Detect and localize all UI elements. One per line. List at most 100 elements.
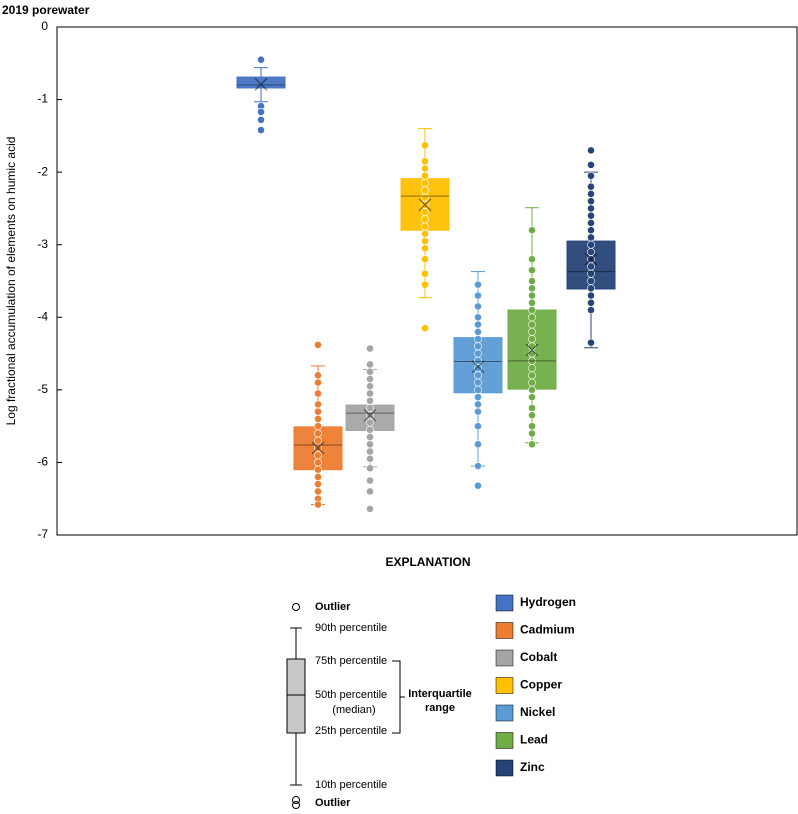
data-point: [528, 298, 536, 307]
data-point: [528, 306, 536, 314]
data-point: [314, 458, 322, 467]
y-tick-label: -2: [37, 164, 48, 178]
data-point: [528, 327, 536, 336]
legend-text: (median): [332, 704, 375, 716]
data-point: [587, 291, 595, 300]
data-point: [528, 404, 536, 412]
data-point: [528, 342, 536, 351]
data-point: [528, 378, 536, 387]
data-point: [366, 418, 374, 427]
data-point: [257, 126, 265, 134]
data-point: [314, 400, 322, 409]
legend-label: Hydrogen: [520, 595, 576, 609]
data-point: [474, 462, 482, 470]
legend-swatch: [495, 704, 514, 722]
data-point: [314, 407, 322, 416]
data-point: [474, 407, 482, 416]
legend-text: 75th percentile: [315, 655, 387, 667]
data-point: [421, 164, 429, 173]
data-point: [587, 146, 595, 155]
data-point: [421, 324, 429, 333]
data-point: [587, 262, 595, 271]
data-point: [421, 229, 429, 238]
legend-swatch: [495, 649, 514, 667]
y-tick-label: -4: [37, 309, 48, 323]
data-point: [314, 389, 322, 398]
data-point: [366, 344, 374, 353]
data-point: [474, 422, 482, 431]
mean-marker: [254, 77, 268, 91]
y-tick-label: 0: [41, 19, 48, 33]
data-point: [474, 385, 482, 394]
data-point: [474, 342, 482, 351]
data-point: [474, 440, 482, 449]
data-point: [474, 335, 482, 343]
data-point: [587, 306, 595, 314]
mean-marker: [311, 441, 325, 455]
data-point: [587, 233, 595, 242]
mean-marker: [525, 343, 539, 357]
data-point: [474, 280, 482, 289]
legend-label: Copper: [520, 678, 562, 692]
data-point: [474, 320, 482, 329]
data-point: [587, 284, 595, 293]
data-point: [528, 313, 536, 322]
data-point: [314, 378, 322, 387]
data-point: [528, 422, 536, 431]
legend-text: 50th percentile: [315, 689, 387, 701]
data-point: [421, 141, 429, 150]
data-point: [314, 429, 322, 438]
y-tick-label: -1: [37, 92, 48, 106]
mean-marker: [363, 408, 377, 422]
y-tick-label: -6: [37, 455, 48, 469]
data-point: [421, 193, 429, 202]
y-axis-label: Log fractional accumulation of elements …: [4, 137, 18, 426]
data-point: [587, 204, 595, 213]
data-point: [528, 266, 536, 275]
legend-label: Nickel: [520, 705, 555, 719]
data-point: [474, 364, 482, 372]
data-point: [528, 277, 536, 285]
data-point: [366, 396, 374, 405]
data-point: [528, 440, 536, 449]
legend-label: Cobalt: [520, 650, 557, 664]
data-point: [474, 291, 482, 300]
data-point: [474, 302, 482, 311]
data-point: [366, 487, 374, 496]
data-point: [421, 179, 429, 187]
legend-label: Cadmium: [520, 623, 575, 637]
data-point: [366, 360, 374, 369]
data-point: [314, 487, 322, 496]
explanation-diagram: [286, 603, 405, 809]
data-point: [587, 219, 595, 227]
data-point: [587, 211, 595, 220]
data-point: [587, 190, 595, 198]
legend-text: 25th percentile: [315, 725, 387, 737]
data-point: [587, 240, 595, 249]
legend-label: Zinc: [520, 760, 545, 774]
data-point: [366, 454, 374, 463]
data-point: [421, 222, 429, 231]
legend-swatch: [495, 594, 514, 612]
data-point: [474, 400, 482, 409]
data-point: [421, 171, 429, 180]
data-point: [528, 320, 536, 329]
legend-swatch: [495, 732, 514, 749]
legend-swatch: [495, 759, 514, 777]
data-point: [587, 298, 595, 307]
data-point: [366, 367, 374, 376]
data-point: [474, 481, 482, 490]
data-point: [257, 55, 265, 64]
legend-text: 90th percentile: [315, 622, 387, 634]
legend-text: range: [425, 702, 455, 714]
plot-frame: [56, 26, 798, 536]
data-point: [474, 378, 482, 387]
data-point: [474, 393, 482, 402]
data-point: [421, 215, 429, 224]
data-point: [587, 197, 595, 206]
data-point: [528, 349, 536, 358]
data-point: [314, 422, 322, 431]
y-tick-label: -5: [37, 382, 48, 396]
data-point: [587, 248, 595, 256]
